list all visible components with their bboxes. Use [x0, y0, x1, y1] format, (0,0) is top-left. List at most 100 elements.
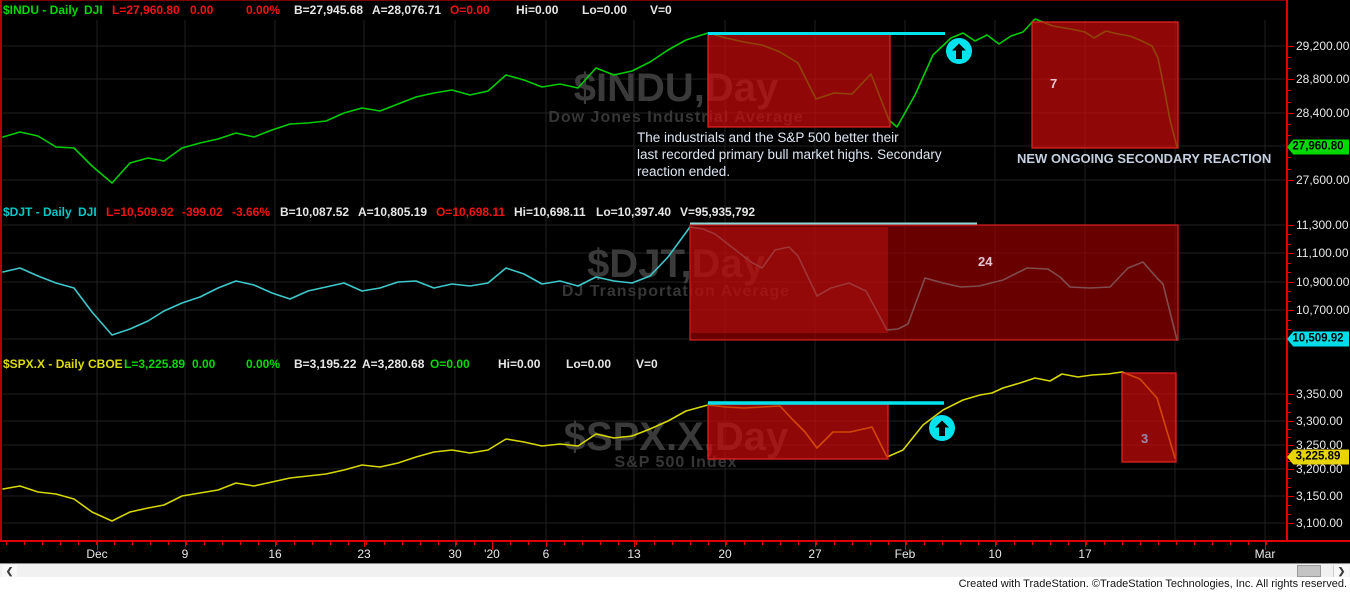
date-minor-tick — [1176, 542, 1177, 545]
price-tick — [1288, 113, 1294, 114]
date-minor-tick — [762, 542, 763, 545]
header-field: Hi=10,698.11 — [514, 205, 586, 219]
price-axis-label: 11,100.00 — [1296, 246, 1349, 260]
date-minor-tick — [222, 542, 223, 545]
price-tick — [1288, 253, 1294, 254]
date-minor-tick — [654, 542, 655, 545]
date-tick — [546, 542, 547, 547]
date-minor-tick — [1122, 542, 1123, 545]
date-axis-label: '20 — [484, 547, 500, 561]
date-minor-tick — [132, 542, 133, 545]
header-field: L=27,960.80 — [112, 3, 180, 17]
date-minor-tick — [474, 542, 475, 545]
price-tick — [1288, 272, 1291, 274]
scrollbar-thumb[interactable] — [1297, 565, 1321, 577]
price-tick — [1288, 262, 1291, 264]
price-tick — [1288, 101, 1291, 103]
price-tick — [1288, 469, 1294, 470]
price-tick — [1288, 461, 1291, 462]
date-axis-label: Mar — [1254, 547, 1276, 561]
last-price-tag: 27,960.80 — [1287, 139, 1349, 155]
header-field: O=0.00 — [450, 3, 490, 17]
date-minor-tick — [780, 542, 781, 545]
secondary-reaction-box — [707, 32, 891, 128]
secondary-reaction-box — [1031, 21, 1179, 149]
date-axis-label: 17 — [1078, 547, 1092, 561]
date-minor-tick — [708, 542, 709, 545]
date-minor-tick — [996, 542, 997, 545]
date-minor-tick — [1194, 542, 1195, 545]
header-field: $DJT - Daily — [3, 205, 72, 219]
date-minor-tick — [1014, 542, 1015, 545]
price-tick — [1288, 180, 1294, 181]
up-arrow-icon — [946, 38, 972, 64]
date-minor-tick — [312, 542, 313, 545]
price-tick — [1288, 429, 1291, 430]
price-tick — [1288, 329, 1291, 331]
header-field: DJI — [84, 3, 103, 17]
date-minor-tick — [1248, 542, 1249, 545]
price-tick — [1288, 282, 1294, 283]
price-axis: 29,200.0028,800.0028,400.0028,000.0027,6… — [1286, 0, 1350, 540]
date-minor-tick — [852, 542, 853, 545]
date-minor-tick — [186, 542, 187, 545]
date-axis-label: 9 — [181, 547, 189, 561]
header-field: A=10,805.19 — [358, 205, 428, 219]
date-minor-tick — [798, 542, 799, 545]
date-minor-tick — [78, 542, 79, 545]
date-minor-tick — [1158, 542, 1159, 545]
date-axis-label: 6 — [542, 547, 550, 561]
date-minor-tick — [978, 542, 979, 545]
date-minor-tick — [330, 542, 331, 545]
price-tick — [1288, 225, 1294, 226]
annotation-text: last recorded primary bull market highs.… — [637, 147, 942, 162]
date-minor-tick — [888, 542, 889, 545]
price-tick — [1288, 157, 1291, 159]
date-minor-tick — [1068, 542, 1069, 545]
date-minor-tick — [600, 542, 601, 545]
date-minor-tick — [402, 542, 403, 545]
price-axis-label: 11,300.00 — [1296, 218, 1349, 232]
date-minor-tick — [1230, 542, 1231, 545]
price-tick — [1288, 300, 1291, 302]
date-tick — [995, 542, 996, 547]
date-minor-tick — [1140, 542, 1141, 545]
secondary-reaction-box — [707, 403, 889, 460]
horizontal-scrollbar[interactable]: ❮ ❯ — [0, 563, 1350, 577]
header-field: B=27,945.68 — [294, 3, 364, 17]
secondary-reaction-box — [1121, 372, 1177, 463]
scroll-right-button[interactable]: ❯ — [1333, 565, 1349, 577]
date-tick — [97, 542, 98, 550]
date-minor-tick — [366, 542, 367, 545]
header-field: -399.02 — [182, 205, 223, 219]
date-axis-label: 27 — [808, 547, 822, 561]
symbol-header-row: $SPX.X - Daily CBOE L=3,225.89 0.00 0.00% B=3… — [0, 354, 1286, 374]
price-axis-label: 3,250.00 — [1296, 438, 1343, 452]
header-field: 0.00% — [246, 357, 281, 371]
date-minor-tick — [564, 542, 565, 545]
up-arrow-icon — [929, 415, 955, 441]
reaction-day-count: 24 — [978, 254, 993, 269]
header-field: Lo=0.00 — [566, 357, 612, 371]
date-minor-tick — [816, 542, 817, 545]
date-minor-tick — [744, 542, 745, 545]
price-tick — [1288, 68, 1291, 69]
date-minor-tick — [60, 542, 61, 545]
date-tick — [185, 542, 186, 547]
date-tick — [364, 542, 365, 547]
header-field: -3.66% — [232, 205, 271, 219]
date-minor-tick — [1050, 542, 1051, 545]
date-minor-tick — [1086, 542, 1087, 545]
date-minor-tick — [348, 542, 349, 545]
scroll-left-button[interactable]: ❮ — [2, 565, 17, 577]
price-tick — [1288, 445, 1294, 446]
last-price-tag: 10,509.92 — [1287, 331, 1349, 347]
date-axis-label: 13 — [627, 547, 641, 561]
price-tick — [1288, 421, 1294, 422]
symbol-header-row: $DJT - Daily DJI L=10,509.92 -399.02 -3.66% B… — [0, 202, 1286, 222]
reaction-day-count: 3 — [1141, 431, 1148, 446]
left-axis-line — [0, 0, 2, 540]
header-field: Hi=0.00 — [498, 357, 541, 371]
date-minor-tick — [276, 542, 277, 545]
annotation-text: NEW ONGOING SECONDARY REACTION — [1017, 151, 1271, 166]
